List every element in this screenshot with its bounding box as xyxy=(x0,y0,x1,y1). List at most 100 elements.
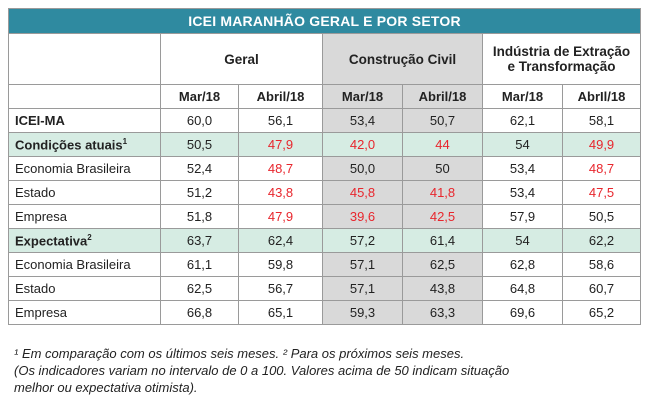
table-row: Economia Brasileira 52,4 48,7 50,0 50 53,4 48,… xyxy=(8,156,642,181)
table-cell: 63,7 xyxy=(160,228,239,253)
table-cell: 50,5 xyxy=(561,204,642,229)
row-label-text: Estado xyxy=(15,185,56,200)
table-cell: 56,1 xyxy=(238,108,323,133)
group-header-industria: Indústria de Extração e Transformação xyxy=(481,33,642,85)
footnotes: ¹ Em comparação com os últimos seis mese… xyxy=(14,345,634,396)
table-cell: 69,6 xyxy=(482,300,563,325)
footnote-line: melhor ou expectativa otimista). xyxy=(14,380,198,395)
table-row: Estado 51,2 43,8 45,8 41,8 53,4 47,5 xyxy=(8,180,642,205)
table-cell: 42,0 xyxy=(322,132,403,157)
group-header-construcao: Construção Civil xyxy=(322,33,483,85)
group-header-geral: Geral xyxy=(160,33,323,85)
table-cell: 43,8 xyxy=(402,276,483,301)
footnote-marker: 1 xyxy=(122,136,128,146)
row-label-text: Economia Brasileira xyxy=(15,257,131,272)
row-label-text: Empresa xyxy=(15,305,68,320)
table-cell: 54 xyxy=(482,228,563,253)
table-cell: 47,9 xyxy=(238,204,323,229)
table-cell: 57,1 xyxy=(322,276,403,301)
row-label: Economia Brasileira xyxy=(8,156,161,181)
table-cell: 62,5 xyxy=(402,252,483,277)
table-cell: 64,8 xyxy=(482,276,563,301)
blank-header xyxy=(8,33,161,85)
footnote-line: ¹ Em comparação com os últimos seis mese… xyxy=(14,346,465,361)
table-cell: 53,4 xyxy=(322,108,403,133)
table-cell: 51,2 xyxy=(160,180,239,205)
subheader: Mar/18 xyxy=(322,84,403,109)
row-label: ICEI-MA xyxy=(8,108,161,133)
row-label: Empresa xyxy=(8,300,161,325)
table-cell: 62,5 xyxy=(160,276,239,301)
table-row: Expectativa2 63,7 62,4 57,2 61,4 54 62,2 xyxy=(8,228,642,253)
table-cell: 44 xyxy=(402,132,483,157)
subheader: AbrIl/18 xyxy=(561,84,642,109)
footnote-line: (Os indicadores variam no intervalo de 0… xyxy=(14,363,510,378)
table-cell: 60,0 xyxy=(160,108,239,133)
table-cell: 48,7 xyxy=(238,156,323,181)
table-cell: 54 xyxy=(482,132,563,157)
table-cell: 63,3 xyxy=(402,300,483,325)
table-cell: 62,1 xyxy=(482,108,563,133)
table-row: ICEI-MA 60,0 56,1 53,4 50,7 62,1 58,1 xyxy=(8,108,642,133)
table-cell: 57,9 xyxy=(482,204,563,229)
row-label-text: Condições atuais xyxy=(15,137,123,153)
table-cell: 60,7 xyxy=(561,276,642,301)
table-cell: 56,7 xyxy=(238,276,323,301)
table-cell: 43,8 xyxy=(238,180,323,205)
table-cell: 49,9 xyxy=(561,132,642,157)
table-cell: 62,8 xyxy=(482,252,563,277)
table-row: Condições atuais1 50,5 47,9 42,0 44 54 49,9 xyxy=(8,132,642,157)
table-cell: 52,4 xyxy=(160,156,239,181)
table-cell: 41,8 xyxy=(402,180,483,205)
table-cell: 66,8 xyxy=(160,300,239,325)
table-cell: 39,6 xyxy=(322,204,403,229)
icei-table: ICEI MARANHÃO GERAL E POR SETOR Geral Co… xyxy=(7,8,642,325)
row-label-text: Empresa xyxy=(15,209,68,224)
table-cell: 65,1 xyxy=(238,300,323,325)
row-label-text: Estado xyxy=(15,281,56,296)
table-cell: 61,4 xyxy=(402,228,483,253)
row-label: Economia Brasileira xyxy=(8,252,161,277)
table-cell: 51,8 xyxy=(160,204,239,229)
table-cell: 53,4 xyxy=(482,156,563,181)
table-cell: 61,1 xyxy=(160,252,239,277)
row-label: Condições atuais1 xyxy=(8,132,161,157)
table-cell: 53,4 xyxy=(482,180,563,205)
table-title: ICEI MARANHÃO GERAL E POR SETOR xyxy=(7,8,642,34)
row-label: Empresa xyxy=(8,204,161,229)
table-cell: 42,5 xyxy=(402,204,483,229)
subheader: Mar/18 xyxy=(482,84,563,109)
table-cell: 65,2 xyxy=(561,300,642,325)
row-label: Estado xyxy=(8,276,161,301)
table-cell: 48,7 xyxy=(561,156,642,181)
table-cell: 50,7 xyxy=(402,108,483,133)
table-cell: 58,6 xyxy=(561,252,642,277)
icei-table-container: ICEI MARANHÃO GERAL E POR SETOR Geral Co… xyxy=(7,8,642,325)
row-label-text: Expectativa xyxy=(15,233,88,249)
footnote-marker: 2 xyxy=(87,232,92,242)
table-cell: 50,0 xyxy=(322,156,403,181)
table-cell: 45,8 xyxy=(322,180,403,205)
row-label-text: Economia Brasileira xyxy=(15,161,131,176)
subheader: Abril/18 xyxy=(238,84,323,109)
table-cell: 47,5 xyxy=(561,180,642,205)
table-cell: 57,2 xyxy=(322,228,403,253)
table-cell: 62,2 xyxy=(561,228,642,253)
table-cell: 50 xyxy=(402,156,483,181)
table-cell: 62,4 xyxy=(238,228,323,253)
table-cell: 58,1 xyxy=(561,108,642,133)
table-row: Economia Brasileira 61,1 59,8 57,1 62,5 62,8 5… xyxy=(8,252,642,277)
table-row: Estado 62,5 56,7 57,1 43,8 64,8 60,7 xyxy=(8,276,642,301)
table-row: Empresa 66,8 65,1 59,3 63,3 69,6 65,2 xyxy=(8,300,642,325)
row-label-text: ICEI-MA xyxy=(15,113,65,128)
table-cell: 50,5 xyxy=(160,132,239,157)
row-label: Expectativa2 xyxy=(8,228,161,253)
row-label: Estado xyxy=(8,180,161,205)
table-cell: 57,1 xyxy=(322,252,403,277)
table-body: ICEI-MA 60,0 56,1 53,4 50,7 62,1 58,1 Condições… xyxy=(8,108,642,325)
table-cell: 59,3 xyxy=(322,300,403,325)
table-cell: 47,9 xyxy=(238,132,323,157)
blank-subheader xyxy=(8,84,161,109)
subheader: Mar/18 xyxy=(160,84,239,109)
table-row: Empresa 51,8 47,9 39,6 42,5 57,9 50,5 xyxy=(8,204,642,229)
